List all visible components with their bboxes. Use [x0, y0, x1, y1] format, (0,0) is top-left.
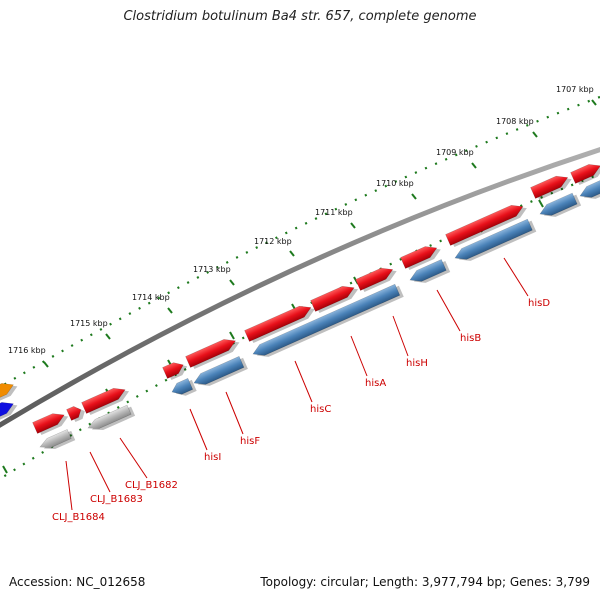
tick-label: 1712 kbp — [254, 237, 292, 246]
gene-features — [0, 164, 600, 450]
gene-label: hisF — [240, 436, 260, 447]
gene-leader-line — [503, 257, 529, 297]
major-tick — [2, 465, 8, 474]
tick-label: 1709 kbp — [436, 148, 474, 157]
gene-label: hisC — [310, 404, 331, 415]
gene-label: hisD — [528, 298, 550, 309]
gene-forward — [310, 286, 359, 314]
label-leader-lines — [65, 257, 529, 511]
major-tick — [229, 331, 235, 340]
major-tick — [591, 99, 597, 106]
major-tick — [538, 199, 544, 208]
gene-forward — [185, 339, 240, 370]
gene-label: hisH — [406, 358, 428, 369]
tick-labels: 1707 kbp 1708 kbp 1709 kbp 1710 kbp 1711 kbp… — [8, 85, 594, 355]
gene-partial-orange — [0, 383, 18, 405]
gene-label: hisA — [365, 378, 386, 389]
tick-marks — [2, 99, 597, 474]
gene-forward — [570, 164, 600, 186]
gene-reverse — [539, 192, 582, 217]
major-tick — [105, 333, 111, 340]
gene-pseudo — [39, 429, 76, 450]
gene-leader-line — [392, 315, 409, 357]
major-tick — [289, 250, 295, 257]
major-tick — [229, 279, 235, 286]
major-tick — [471, 162, 477, 169]
gene-reverse — [171, 378, 197, 396]
gene-reverse — [409, 259, 451, 283]
gene-label: CLJ_B1684 — [52, 512, 105, 523]
gene-leader-line — [436, 289, 461, 332]
gene-leader-line — [225, 391, 244, 435]
tick-label: 1710 kbp — [376, 179, 414, 188]
gene-forward — [162, 362, 188, 381]
gene-leader-line — [65, 460, 73, 511]
gene-leader-line — [189, 408, 208, 451]
gene-label: hisI — [204, 452, 221, 463]
major-tick — [532, 131, 538, 138]
gene-leader-line — [294, 360, 313, 403]
tick-label: 1711 kbp — [315, 208, 353, 217]
tick-label: 1715 kbp — [70, 319, 108, 328]
gene-forward — [32, 413, 69, 436]
gene-forward — [66, 406, 85, 423]
gene-reverse — [252, 283, 404, 357]
map-title: Clostridium botulinum Ba4 str. 657, comp… — [123, 9, 477, 24]
tick-label: 1716 kbp — [8, 346, 46, 355]
gene-forward — [81, 388, 130, 416]
gene-leader-line — [89, 451, 111, 493]
gene-reverse — [454, 218, 537, 261]
outer-tick-ring — [0, 95, 600, 389]
gene-forward — [244, 305, 315, 344]
tick-label: 1708 kbp — [496, 117, 534, 126]
gene-leader-line — [119, 437, 148, 479]
gene-label: CLJ_B1682 — [125, 480, 178, 491]
gene-forward — [355, 267, 397, 293]
genome-backbone — [0, 147, 600, 428]
major-tick — [43, 361, 49, 368]
gene-label: hisB — [460, 333, 481, 344]
tick-label: 1714 kbp — [132, 293, 170, 302]
gene-reverse — [193, 356, 248, 386]
gene-pseudo — [87, 404, 136, 431]
gene-forward — [530, 175, 572, 201]
gene-forward — [445, 204, 527, 248]
genome-info-text: Topology: circular; Length: 3,977,794 bp… — [260, 575, 590, 589]
major-tick — [350, 222, 356, 229]
tick-label: 1713 kbp — [193, 265, 231, 274]
accession-text: Accession: NC_012658 — [9, 575, 146, 589]
tick-label: 1707 kbp — [556, 85, 594, 94]
gene-partial-blue — [0, 402, 18, 424]
gene-forward — [400, 246, 441, 271]
gene-labels: hisD hisB hisH hisA hisC hisF hisI CLJ_B1682 CLJ… — [52, 298, 550, 523]
major-tick — [411, 193, 417, 200]
gene-label: CLJ_B1683 — [90, 494, 143, 505]
gene-leader-line — [350, 335, 368, 377]
major-tick — [167, 307, 173, 314]
